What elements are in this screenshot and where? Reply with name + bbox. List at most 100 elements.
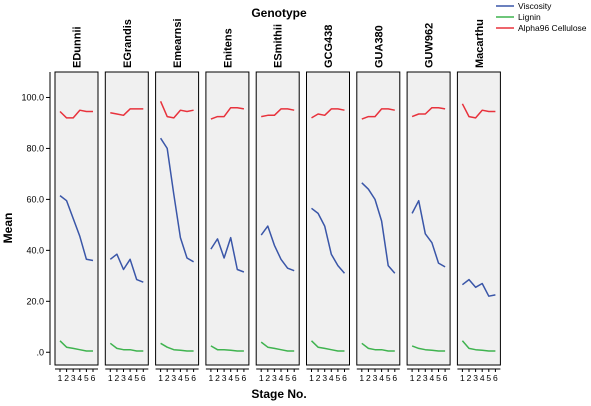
- x-tick-label: 3: [222, 373, 227, 383]
- x-tick-label: 6: [292, 373, 297, 383]
- x-tick-label: 3: [71, 373, 76, 383]
- x-tick-label: 2: [316, 373, 321, 383]
- x-tick-label: 2: [467, 373, 472, 383]
- x-tick-label: 1: [359, 373, 364, 383]
- panel-title: Macarthu: [474, 19, 486, 68]
- x-tick-label: 3: [121, 373, 126, 383]
- panel-frame: [54, 71, 99, 366]
- panel-frame: [406, 71, 451, 366]
- legend-label-2: Alpha96 Cellulose: [518, 23, 587, 33]
- y-tick-label-2: 40.0: [26, 245, 44, 255]
- x-tick-label: 4: [228, 373, 233, 383]
- series-line-viscosity: [210, 236, 245, 273]
- panel-edunnii: EDunnii 1 2 3 4 5 6: [54, 26, 99, 383]
- panel-gcg438: GCG438 1 2 3 4 5 6: [306, 25, 350, 383]
- x-tick-label: 5: [436, 373, 441, 383]
- x-tick-label: 4: [178, 373, 183, 383]
- x-tick-label: 4: [77, 373, 82, 383]
- x-tick-label: 6: [242, 373, 247, 383]
- panel-macarthu: Macarthu 1 2 3 4 5 6: [456, 19, 501, 383]
- series-line-viscosity: [109, 253, 144, 283]
- x-tick-label: 5: [134, 373, 139, 383]
- x-tick-label: 1: [58, 373, 63, 383]
- x-tick-label: 1: [410, 373, 415, 383]
- x-tick-label: 2: [115, 373, 120, 383]
- x-tick-label: 1: [209, 373, 214, 383]
- x-tick-label: 6: [91, 373, 96, 383]
- panel-gua380: GUA380 1 2 3 4 5 6: [356, 25, 401, 383]
- series-line-alpha96-cellulose: [59, 109, 93, 119]
- x-tick-label: 3: [473, 373, 478, 383]
- x-tick-label: 1: [158, 373, 163, 383]
- series-line-viscosity: [361, 182, 396, 274]
- panel-guw962: GUW962 1 2 3 4 5 6: [406, 23, 451, 383]
- series-line-alpha96-cellulose: [110, 108, 144, 117]
- x-tick-label: 5: [235, 373, 240, 383]
- series-line-viscosity: [311, 207, 346, 274]
- series-line-lignin: [59, 340, 93, 352]
- series-line-viscosity: [260, 225, 295, 272]
- x-tick-label: 1: [309, 373, 314, 383]
- x-tick-label: 6: [443, 373, 448, 383]
- panel-egrandis: EGrandis 1 2 3 4 5 6: [104, 19, 149, 383]
- series-line-alpha96-cellulose: [361, 108, 395, 120]
- x-tick-label: 5: [336, 373, 341, 383]
- panel-frame: [104, 71, 149, 366]
- x-tick-label: 1: [460, 373, 465, 383]
- x-tick-label: 1: [108, 373, 113, 383]
- x-tick-label: 6: [342, 373, 347, 383]
- x-tick-label: 6: [493, 373, 498, 383]
- x-tick-label: 5: [285, 373, 290, 383]
- x-tick-label: 5: [486, 373, 491, 383]
- panel-title: Emearnsi: [172, 18, 184, 68]
- x-tick-label: 2: [265, 373, 270, 383]
- panel-title: EDunnii: [72, 26, 84, 68]
- x-tick-label: 2: [215, 373, 220, 383]
- x-tick-label: 2: [416, 373, 421, 383]
- panel-esmithii: ESmithii 1 2 3 4 5 6: [255, 24, 300, 383]
- series-line-viscosity: [461, 278, 496, 297]
- y-tick-label-0: .0: [36, 347, 44, 357]
- series-line-lignin: [461, 340, 496, 352]
- chart-title: Genotype: [251, 6, 307, 20]
- panel-title: EGrandis: [122, 19, 134, 68]
- panel-title: GUA380: [373, 25, 385, 68]
- panel-title: ESmithii: [273, 24, 285, 68]
- x-tick-label: 4: [379, 373, 384, 383]
- panel-title: GUW962: [424, 23, 436, 68]
- x-tick-label: 4: [279, 373, 284, 383]
- panel-title: GCG438: [323, 25, 335, 68]
- panel-title: Enitens: [222, 28, 234, 68]
- x-tick-label: 3: [171, 373, 176, 383]
- y-axis: .0 20.0 40.0 60.0 80.0 100.0: [21, 72, 51, 365]
- series-line-lignin: [411, 345, 446, 352]
- panel-frame: [356, 71, 401, 366]
- series-line-viscosity: [159, 137, 194, 263]
- x-tick-label: 4: [329, 373, 334, 383]
- panel-frame: [205, 71, 250, 366]
- series-line-alpha96-cellulose: [210, 106, 245, 120]
- y-tick-label-4: 80.0: [26, 143, 44, 153]
- x-tick-label: 2: [64, 373, 69, 383]
- x-tick-label: 3: [322, 373, 327, 383]
- x-tick-label: 4: [430, 373, 435, 383]
- x-tick-label: 6: [141, 373, 146, 383]
- series-line-lignin: [160, 342, 194, 352]
- panel-frame: [456, 71, 501, 366]
- x-tick-label: 3: [272, 373, 277, 383]
- x-tick-label: 2: [366, 373, 371, 383]
- x-tick-label: 5: [84, 373, 89, 383]
- panel-frame: [306, 71, 350, 366]
- series-line-viscosity: [59, 195, 94, 262]
- series-line-lignin: [361, 342, 395, 352]
- legend-label-1: Lignin: [518, 12, 541, 22]
- x-tick-label: 3: [373, 373, 378, 383]
- x-tick-label: 2: [165, 373, 170, 383]
- y-tick-label-1: 20.0: [26, 296, 44, 306]
- legend-label-0: Viscosity: [518, 1, 552, 11]
- series-line-lignin: [109, 342, 144, 352]
- y-axis-title: Mean: [1, 213, 15, 244]
- x-tick-label: 4: [128, 373, 133, 383]
- series-line-alpha96-cellulose: [461, 103, 496, 119]
